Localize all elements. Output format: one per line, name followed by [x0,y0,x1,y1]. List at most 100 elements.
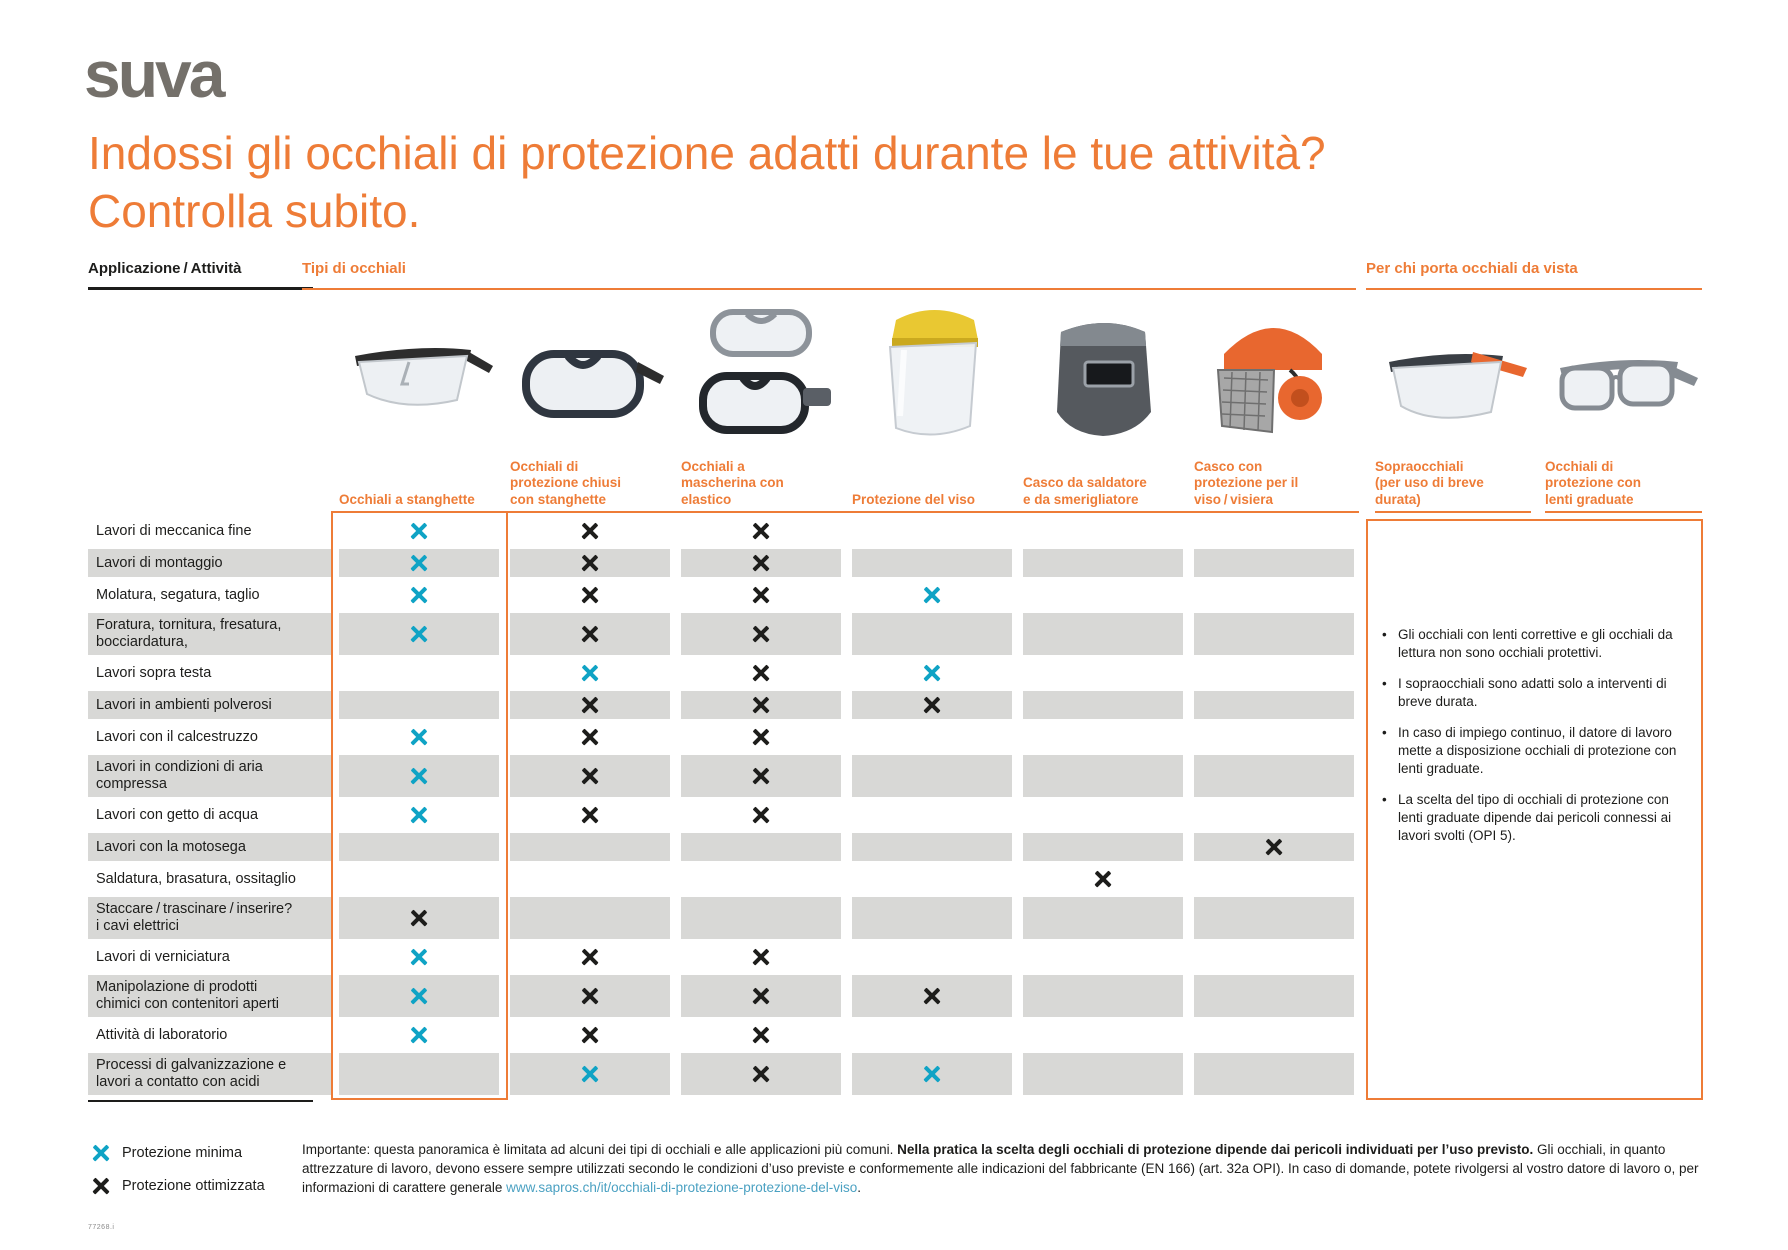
matrix-cell [1023,581,1183,609]
matrix-cell [852,975,1012,1017]
table-row: Saldatura, brasatura, ossitaglio [88,865,1354,893]
protection-optimal-mark [581,625,599,643]
matrix-cell [510,1021,670,1049]
matrix-cell [1023,1053,1183,1095]
matrix-cell [510,723,670,751]
matrix-cell [1194,897,1354,939]
matrix-cell [852,723,1012,751]
matrix-cell [1023,691,1183,719]
matrix-cell [1023,549,1183,577]
title-line-1: Indossi gli occhiali di protezione adatt… [88,127,1326,179]
matrix-cell [1023,1021,1183,1049]
matrix-cell [681,833,841,861]
matrix-cell [339,691,499,719]
matrix-cell [1023,801,1183,829]
row-label: Lavori di meccanica fine [96,522,252,539]
closed-goggles-icon [510,296,670,448]
forestry-helmet-icon [1194,296,1354,448]
protection-optimal-mark [752,554,770,572]
protection-optimal-mark [410,909,428,927]
protection-optimal-mark [581,806,599,824]
matrix-cell [681,897,841,939]
table-row: Foratura, tornitura, fresatura, bocciard… [88,613,1354,655]
matrix-cell [1023,975,1183,1017]
column-header-occhiali-a-stanghette: Occhiali a stanghette [339,491,475,507]
matrix-cell [681,943,841,971]
protection-optimal-mark-icon [92,1177,110,1195]
footer-text: . [857,1180,862,1195]
column-underline [1015,511,1188,513]
matrix-cell [510,975,670,1017]
matrix-cell [681,659,841,687]
matrix-rows: Lavori di meccanica fine Lavori di montag… [88,517,1354,1099]
matrix-cell [1023,723,1183,751]
table-row: Lavori di verniciatura [88,943,1354,971]
welding-helmet-icon [1023,296,1183,448]
matrix-cell [1194,943,1354,971]
spectacles-icon [339,296,499,448]
protection-optimal-mark [752,767,770,785]
protection-minimal-mark [410,625,428,643]
matrix-cell [852,1053,1012,1095]
matrix-cell [1023,865,1183,893]
table-row: Attività di laboratorio [88,1021,1354,1049]
matrix-cell [339,659,499,687]
matrix-cell [339,865,499,893]
protection-optimal-mark [581,522,599,540]
matrix-cell [1194,549,1354,577]
protection-optimal-mark [581,696,599,714]
row-label: Lavori con getto di acqua [96,806,259,823]
matrix-cell [1194,723,1354,751]
matrix-cell [1194,801,1354,829]
protection-optimal-mark [752,664,770,682]
matrix-cell [852,833,1012,861]
matrix-cell [1194,1021,1354,1049]
matrix-cell [339,613,499,655]
protection-minimal-mark [923,586,941,604]
matrix-cell [681,723,841,751]
table-row: Staccare / trascinare / inserire? i cavi… [88,897,1354,939]
table-row: Lavori con getto di acqua [88,801,1354,829]
row-label: Lavori di verniciatura [96,948,230,965]
matrix-cell [339,549,499,577]
matrix-cell [681,975,841,1017]
matrix-cell [339,833,499,861]
legend-minimal-label: Protezione minima [122,1145,243,1161]
table-row: Processi di galvanizzazione e lavori a c… [88,1053,1354,1095]
protection-minimal-mark [410,522,428,540]
matrix-cell [1023,613,1183,655]
matrix-cell [852,865,1012,893]
protection-optimal-mark [752,948,770,966]
legend-optimal: Protezione ottimizzata [92,1177,265,1195]
matrix-cell [681,1021,841,1049]
matrix-cell [1023,833,1183,861]
row-label: Manipolazione di prodotti chimici con co… [88,975,331,1017]
strap-goggles-icon [681,296,841,448]
page-title: Indossi gli occhiali di protezione adatt… [88,124,1326,240]
matrix-cell [681,581,841,609]
column-group-applicazione: Applicazione / Attività [88,260,242,277]
sapros-link[interactable]: www.sapros.ch/it/occhiali-di-protezione-… [506,1180,858,1195]
row-label: Staccare / trascinare / inserire? i cavi… [88,897,331,939]
matrix-cell [1023,897,1183,939]
column-group-occhiali-da-vista: Per chi porta occhiali da vista [1366,260,1578,277]
note-item: In caso di impiego continuo, il datore d… [1382,724,1686,778]
column-header-sopraocchiali: Sopraocchiali (per uso di breve durata) [1375,458,1484,507]
matrix-cell [510,1053,670,1095]
matrix-cell [852,691,1012,719]
protection-optimal-mark [923,696,941,714]
protection-optimal-mark [752,522,770,540]
divider [302,288,1356,290]
column-header-mascherina: Occhiali a mascherina con elastico [681,458,784,507]
matrix-cell [510,755,670,797]
column-group-tipi-di-occhiali: Tipi di occhiali [302,260,406,277]
column-header-occhiali-chiusi: Occhiali di protezione chiusi con stangh… [510,458,622,507]
protection-minimal-mark [410,728,428,746]
table-row: Lavori di montaggio [88,549,1354,577]
row-label: Foratura, tornitura, fresatura, bocciard… [88,613,331,655]
protection-minimal-mark [410,554,428,572]
matrix-cell [510,581,670,609]
protection-minimal-mark [410,586,428,604]
matrix-cell [1194,975,1354,1017]
